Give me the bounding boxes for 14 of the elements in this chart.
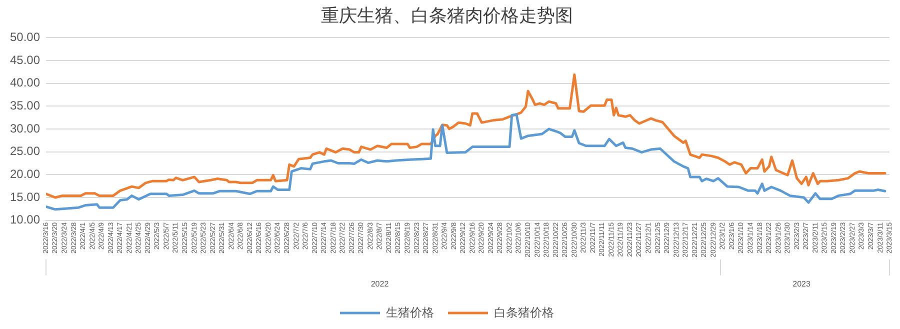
y-tick-label: 25.00 — [10, 144, 40, 158]
y-tick-label: 50.00 — [10, 30, 40, 44]
y-tick-label: 30.00 — [10, 121, 40, 136]
legend-label: 生猪价格 — [386, 305, 434, 320]
legend-label: 白条猪价格 — [494, 305, 554, 320]
y-tick-label: 10.00 — [10, 212, 40, 227]
y-tick-label: 35.00 — [10, 98, 40, 112]
y-tick-label: 15.00 — [10, 190, 40, 204]
y-tick-label: 45.00 — [10, 52, 40, 67]
x2-tick-label: 2023 — [792, 279, 811, 288]
chart-title: 重庆生猪、白条猪肉价格走势图 — [321, 5, 573, 26]
x2-tick-label: 2022 — [370, 279, 390, 288]
y-tick-label: 40.00 — [10, 76, 40, 90]
y-tick-label: 20.00 — [10, 166, 40, 181]
